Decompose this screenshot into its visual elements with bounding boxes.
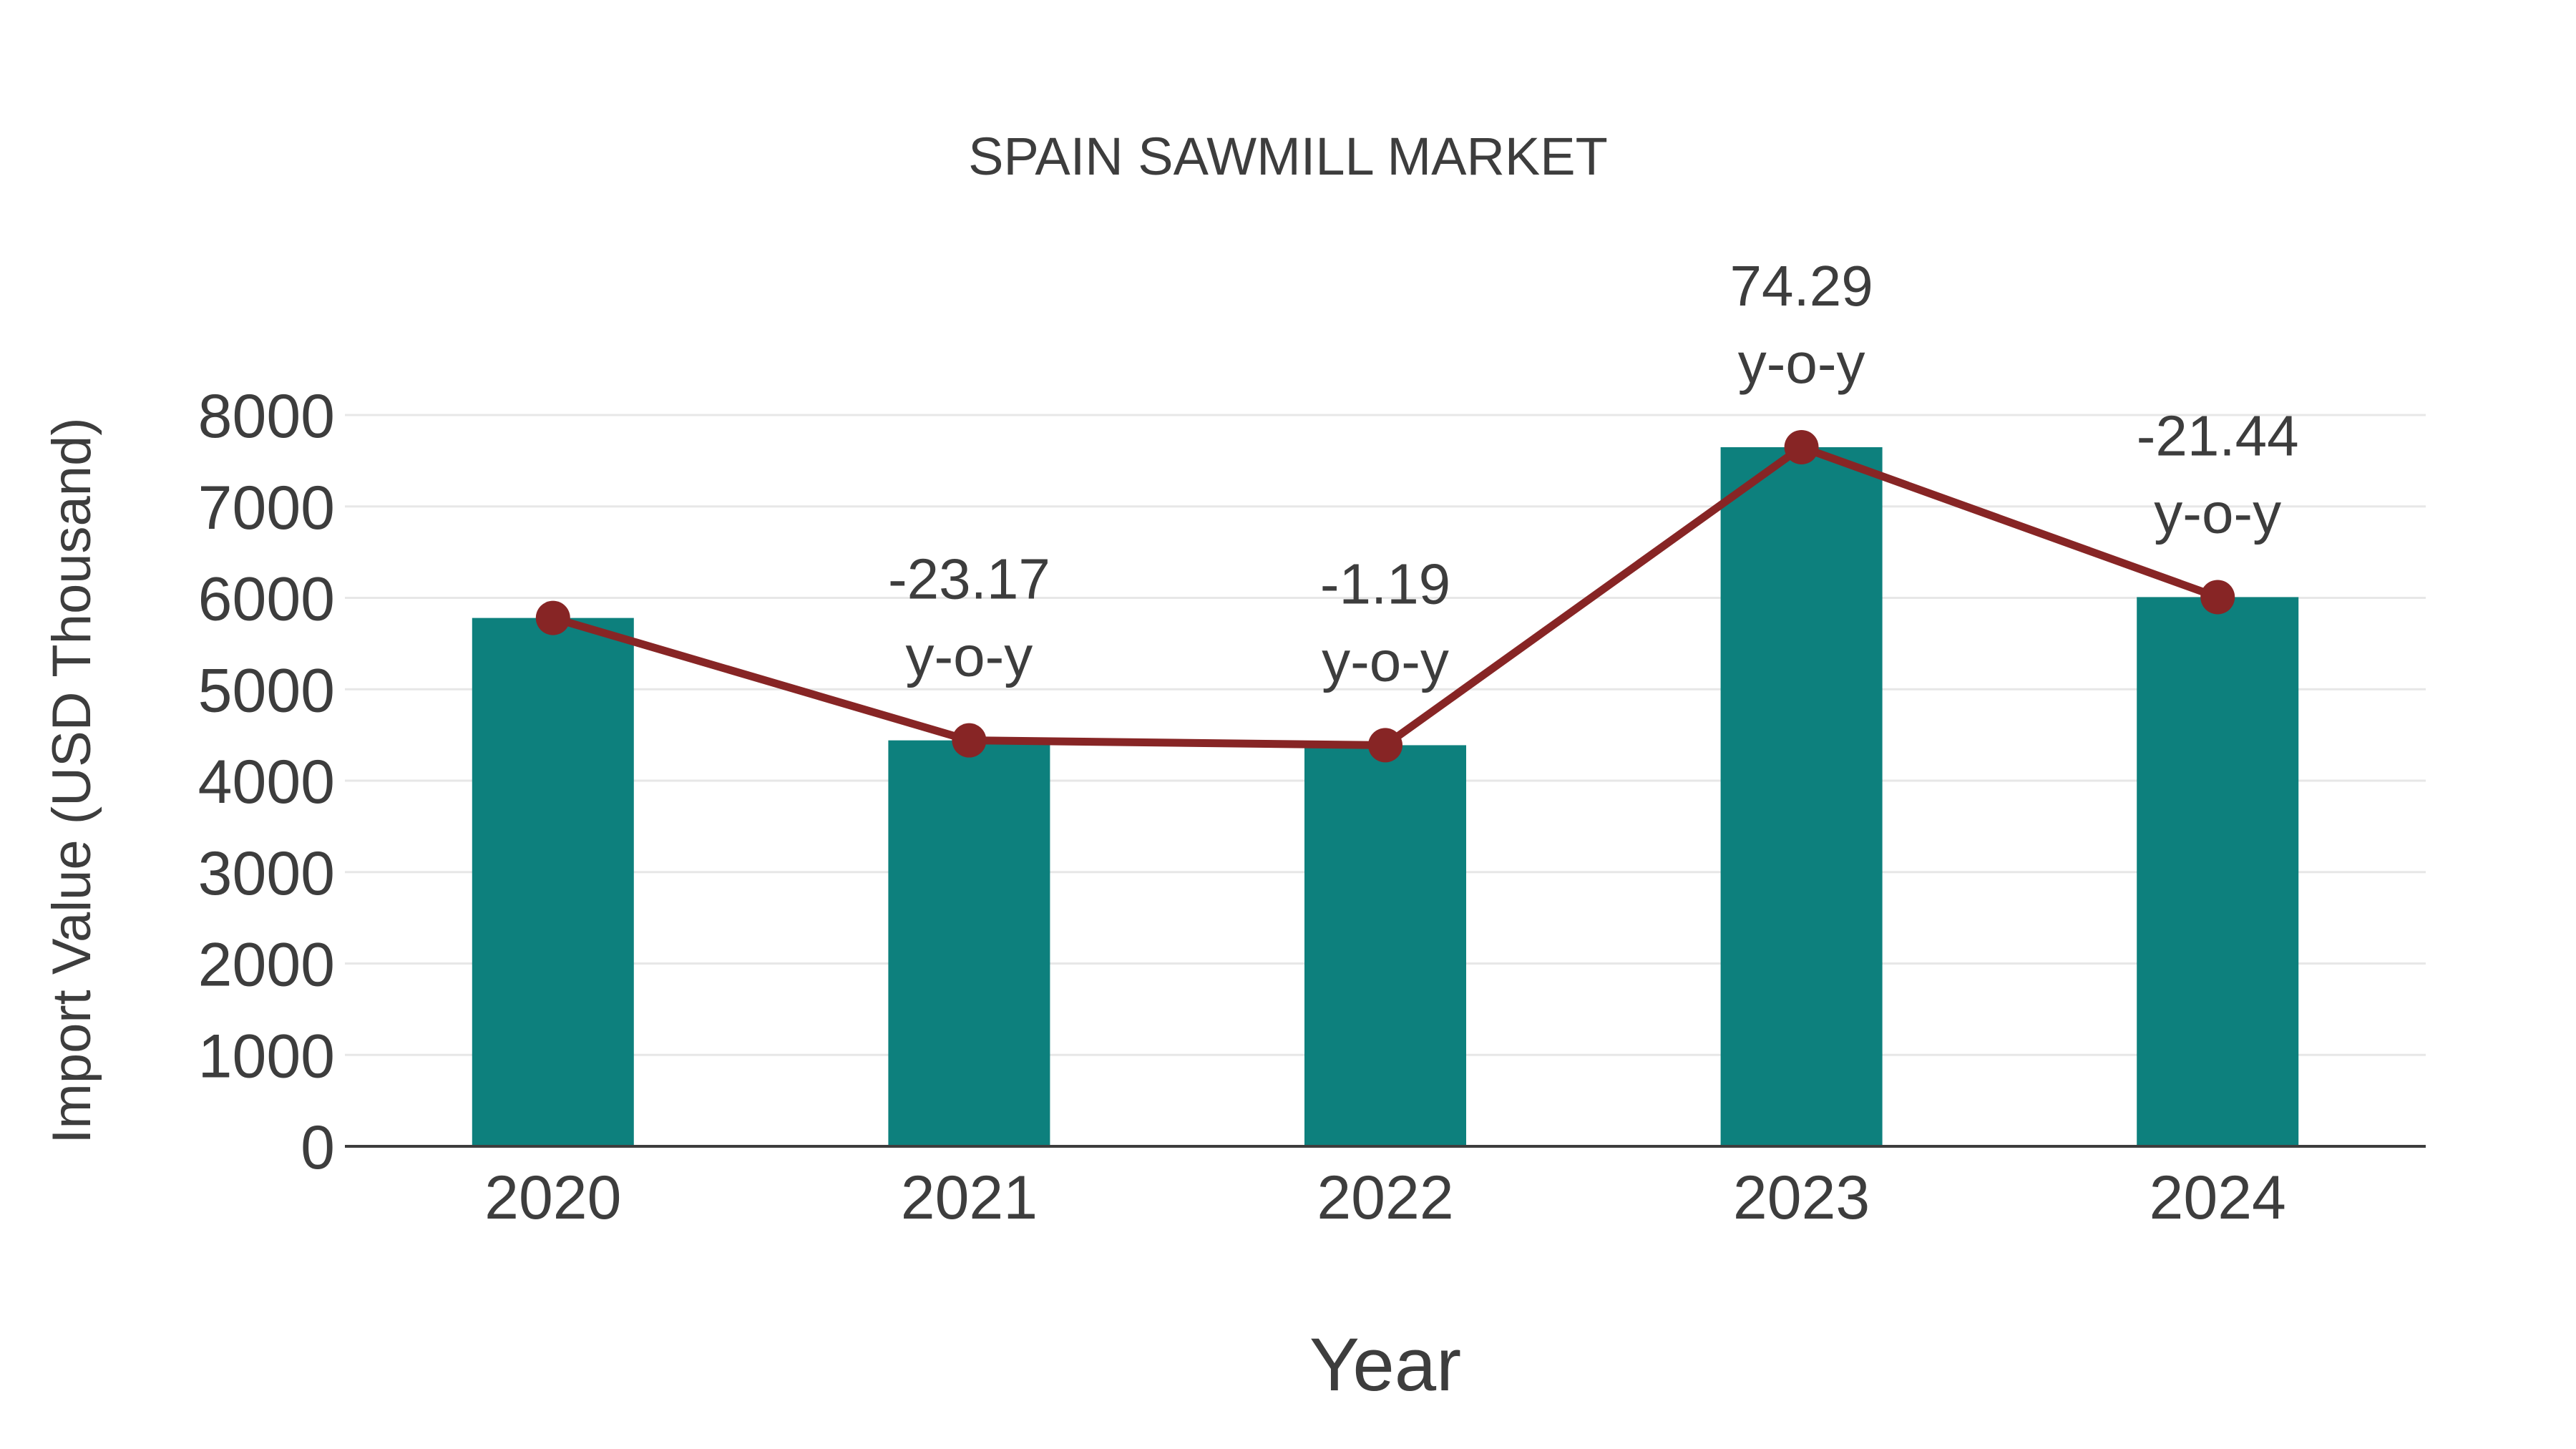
annotation-value-2024: -21.44 — [2137, 404, 2299, 467]
y-tick-label-2000: 2000 — [198, 931, 335, 1000]
x-tick-label-2021: 2021 — [901, 1163, 1038, 1232]
marker-2024 — [2200, 580, 2235, 615]
y-tick-label-6000: 6000 — [198, 565, 335, 634]
x-tick-labels: 2020 2021 2022 2023 2024 — [484, 1163, 2286, 1232]
bar-2024 — [2137, 597, 2299, 1146]
bars-group — [472, 447, 2299, 1146]
x-axis-title: Year — [1309, 1323, 1461, 1407]
annotation-yoy-2021: y-o-y — [906, 625, 1033, 688]
annotation-value-2023: 74.29 — [1729, 254, 1873, 318]
marker-2021 — [952, 723, 987, 758]
bar-2023 — [1720, 447, 1883, 1146]
y-tick-labels: 0 1000 2000 3000 4000 5000 6000 7000 8000 — [198, 382, 335, 1182]
y-tick-label-0: 0 — [301, 1113, 335, 1182]
marker-2020 — [535, 600, 570, 635]
bar-2020 — [472, 618, 634, 1146]
marker-2023 — [1784, 429, 1819, 464]
marker-2022 — [1368, 728, 1402, 763]
y-tick-label-5000: 5000 — [198, 656, 335, 725]
annotation-yoy-2024: y-o-y — [2154, 481, 2281, 545]
y-axis-title: Import Value (USD Thousand) — [42, 417, 102, 1143]
x-tick-label-2022: 2022 — [1317, 1163, 1453, 1232]
annotations-group: -23.17 y-o-y -1.19 y-o-y 74.29 y-o-y -21.44 y-o… — [888, 254, 2299, 693]
y-tick-label-1000: 1000 — [198, 1022, 335, 1091]
y-tick-label-3000: 3000 — [198, 839, 335, 908]
y-tick-label-8000: 8000 — [198, 382, 335, 451]
chart-title: SPAIN SAWMILL MARKET — [968, 127, 1608, 186]
x-tick-label-2024: 2024 — [2150, 1163, 2286, 1232]
annotation-value-2022: -1.19 — [1320, 552, 1450, 615]
y-tick-label-4000: 4000 — [198, 748, 335, 816]
x-tick-label-2020: 2020 — [484, 1163, 621, 1232]
annotation-value-2021: -23.17 — [888, 547, 1050, 611]
bar-2022 — [1304, 745, 1466, 1146]
x-tick-label-2023: 2023 — [1733, 1163, 1870, 1232]
bar-2021 — [888, 740, 1050, 1146]
markers-group — [535, 429, 2235, 763]
annotation-yoy-2023: y-o-y — [1738, 331, 1865, 395]
y-tick-label-7000: 7000 — [198, 474, 335, 542]
annotation-yoy-2022: y-o-y — [1322, 629, 1449, 693]
